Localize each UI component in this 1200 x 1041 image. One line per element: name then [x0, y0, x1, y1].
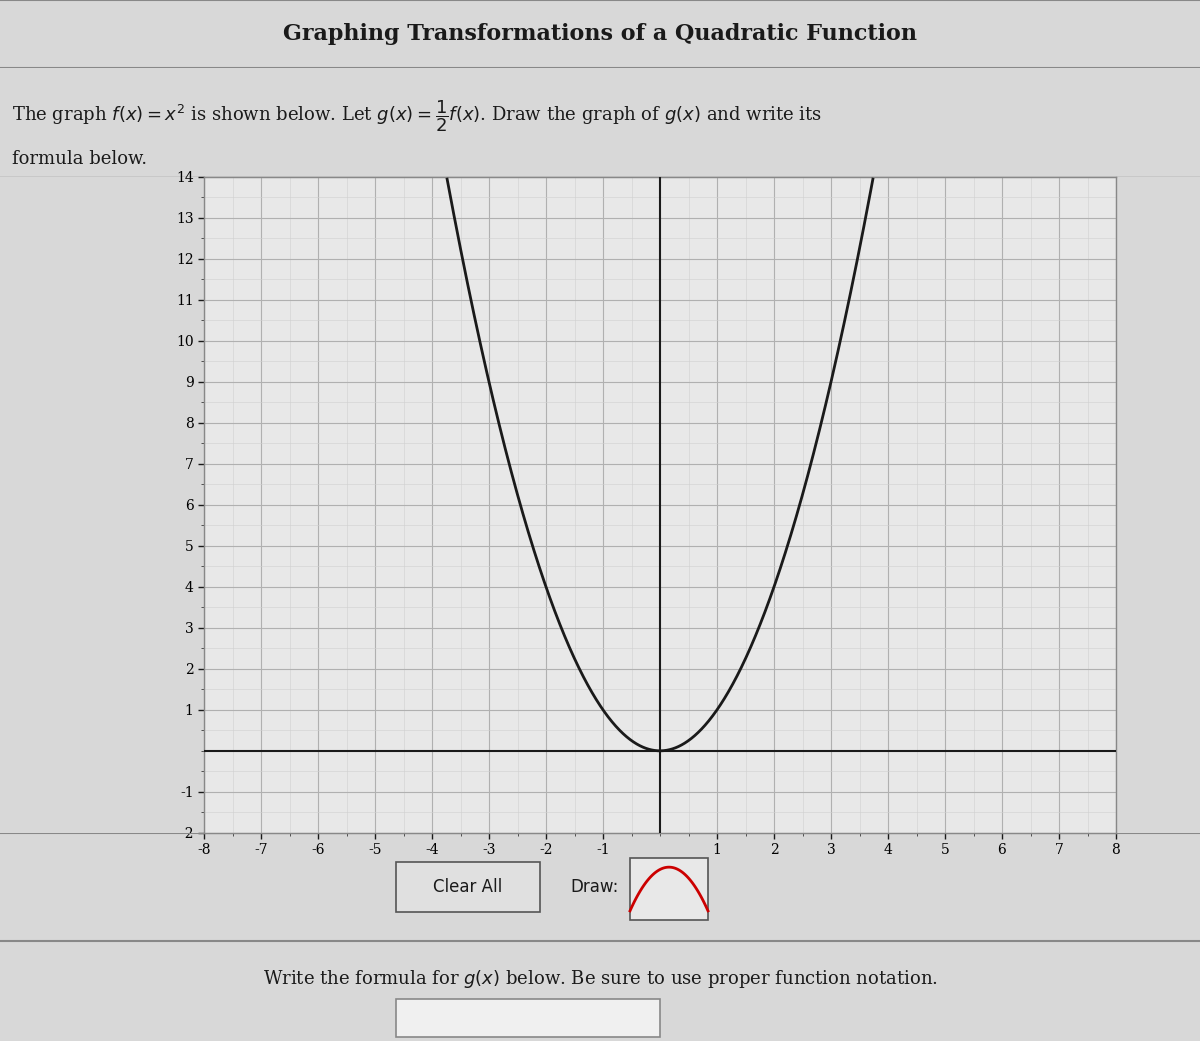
Text: Graphing Transformations of a Quadratic Function: Graphing Transformations of a Quadratic … [283, 23, 917, 45]
FancyBboxPatch shape [396, 862, 540, 912]
Text: The graph $f(x) = x^2$ is shown below. Let $g(x) = \dfrac{1}{2}f(x)$. Draw the g: The graph $f(x) = x^2$ is shown below. L… [12, 98, 822, 134]
Text: Clear All: Clear All [433, 878, 503, 896]
Text: Write the formula for $g(x)$ below. Be sure to use proper function notation.: Write the formula for $g(x)$ below. Be s… [263, 967, 937, 990]
FancyBboxPatch shape [396, 999, 660, 1037]
Text: Draw:: Draw: [570, 878, 618, 896]
FancyBboxPatch shape [630, 858, 708, 920]
Text: formula below.: formula below. [12, 150, 148, 168]
